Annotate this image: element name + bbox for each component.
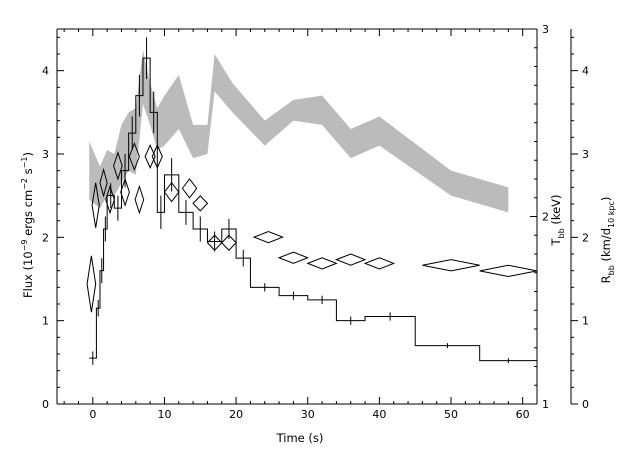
temperature-diamond	[181, 178, 198, 199]
temperature-diamond	[277, 251, 310, 264]
flux-tick-label: 3	[42, 148, 49, 161]
flux-tick-label: 2	[42, 231, 49, 244]
temperature-diamond	[91, 182, 100, 228]
temperature-diamond	[151, 144, 163, 169]
radius-tick-label: 1	[582, 315, 589, 328]
temperature-diamond	[134, 184, 145, 215]
flux-tick-label: 0	[42, 398, 49, 411]
temperature-diamond	[86, 255, 97, 313]
flux-axis-title: Flux (10−9 ergs cm−2 s−1)	[20, 152, 35, 298]
x-tick-label: 10	[157, 408, 171, 421]
flux-tick-label: 1	[42, 315, 49, 328]
temperature-diamond	[99, 167, 108, 198]
radius-tick-label: 0	[582, 398, 589, 411]
svg-text:Rbb (km/d10 kpc): Rbb (km/d10 kpc)	[599, 197, 616, 284]
plot-frame	[56, 28, 572, 405]
temperature-tick-label: 3	[542, 23, 549, 36]
x-tick-label: 30	[301, 408, 315, 421]
temperature-axis-title: Tbb (keV)	[549, 194, 566, 246]
temperature-diamond	[144, 144, 156, 169]
radius-band-layer	[89, 49, 509, 213]
svg-text:Flux (10−9 ergs cm−2 s−1): Flux (10−9 ergs cm−2 s−1)	[20, 152, 35, 298]
temperature-diamond	[306, 257, 338, 270]
flux-tick-label: 4	[42, 65, 49, 78]
radius-tick-label: 3	[582, 148, 589, 161]
temperature-tick-label: 2	[542, 211, 549, 224]
temperature-diamond	[422, 259, 480, 272]
flux-histogram-layer	[89, 37, 537, 365]
x-tick-label: 20	[229, 408, 243, 421]
temperature-diamond	[335, 253, 367, 266]
x-axis-title: Time (s)	[276, 431, 324, 445]
radius-axis-title: Rbb (km/d10 kpc)	[599, 197, 616, 284]
temperature-diamonds-layer	[86, 141, 538, 313]
temperature-diamond	[252, 230, 285, 244]
temperature-diamond	[479, 264, 538, 278]
x-tick-label: 0	[89, 408, 96, 421]
x-tick-label: 60	[516, 408, 530, 421]
radius-tick-label: 4	[582, 65, 589, 78]
radius-band	[89, 49, 509, 213]
radius-tick-label: 2	[582, 231, 589, 244]
temperature-diamond	[120, 177, 130, 207]
temperature-diamond	[363, 257, 396, 270]
svg-text:Tbb (keV): Tbb (keV)	[549, 194, 566, 246]
temperature-tick-label: 1	[542, 398, 549, 411]
temperature-diamond	[192, 195, 209, 212]
x-tick-label: 50	[444, 408, 458, 421]
temperature-diamond	[113, 151, 123, 181]
x-tick-label: 40	[372, 408, 386, 421]
